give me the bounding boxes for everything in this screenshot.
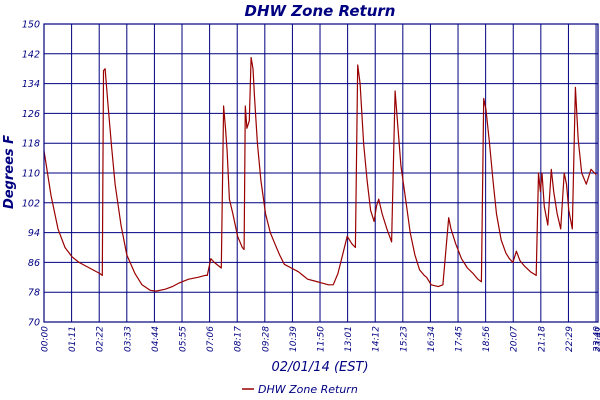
x-tick-label: 00:00 bbox=[41, 326, 51, 352]
x-tick-label: 03:33 bbox=[123, 326, 133, 352]
y-tick-label: 102 bbox=[22, 198, 40, 209]
y-tick-label: 134 bbox=[22, 79, 40, 90]
x-tick-labels: 00:00 01:11 02:22 03:33 04:44 05:55 07:06 08:17… bbox=[41, 326, 600, 352]
y-tick-label: 118 bbox=[22, 139, 40, 150]
y-tick-label: 94 bbox=[28, 228, 40, 239]
x-tick-label: 17:45 bbox=[455, 326, 465, 352]
x-tick-label: 08:17 bbox=[234, 326, 244, 352]
y-tick-label: 70 bbox=[28, 318, 40, 329]
y-tick-label: 150 bbox=[22, 20, 40, 31]
y-tick-label: 142 bbox=[22, 49, 40, 60]
x-tick-label: 05:55 bbox=[179, 326, 189, 352]
x-tick-label: 07:06 bbox=[206, 326, 216, 352]
x-tick-label: 10:39 bbox=[289, 326, 299, 352]
x-tick-label: 04:44 bbox=[151, 326, 161, 352]
x-tick-label: 16:34 bbox=[427, 326, 437, 352]
x-tick-label: 13:01 bbox=[344, 326, 354, 352]
legend-entry: DHW Zone Return bbox=[258, 383, 358, 396]
chart-title: DHW Zone Return bbox=[245, 2, 396, 20]
x-axis-label: 02/01/14 (EST) bbox=[271, 360, 368, 375]
x-tick-label: 01:11 bbox=[68, 326, 78, 352]
x-tick-label: 23:40 bbox=[593, 326, 600, 352]
x-tick-label: 20:07 bbox=[510, 326, 520, 352]
y-tick-label: 86 bbox=[28, 258, 40, 269]
x-tick-label: 14:12 bbox=[372, 326, 382, 352]
y-axis-label: Degrees F bbox=[2, 135, 17, 209]
x-tick-label: 18:56 bbox=[482, 326, 492, 352]
x-tick-label: 09:28 bbox=[261, 326, 271, 352]
x-tick-label: 23:41 bbox=[595, 326, 600, 352]
grid bbox=[43, 23, 598, 323]
y-tick-label: 110 bbox=[22, 169, 40, 180]
y-tick-label: 126 bbox=[22, 109, 40, 120]
series-layer bbox=[43, 56, 597, 292]
x-tick-label: 21:18 bbox=[537, 326, 547, 352]
series-line-dhw-zone-return bbox=[43, 56, 597, 292]
x-tick-label: 02:22 bbox=[96, 326, 106, 352]
x-tick-label: 11:50 bbox=[317, 326, 327, 352]
y-tick-label: 78 bbox=[28, 288, 40, 299]
x-tick-label: 22:29 bbox=[565, 326, 575, 352]
x-tick-label: 15:23 bbox=[399, 326, 409, 352]
y-tick-labels: 70 78 86 94 102 110 118 126 134 142 150 bbox=[22, 20, 40, 329]
legend: DHW Zone Return bbox=[242, 383, 358, 396]
plot-frame bbox=[43, 23, 599, 323]
